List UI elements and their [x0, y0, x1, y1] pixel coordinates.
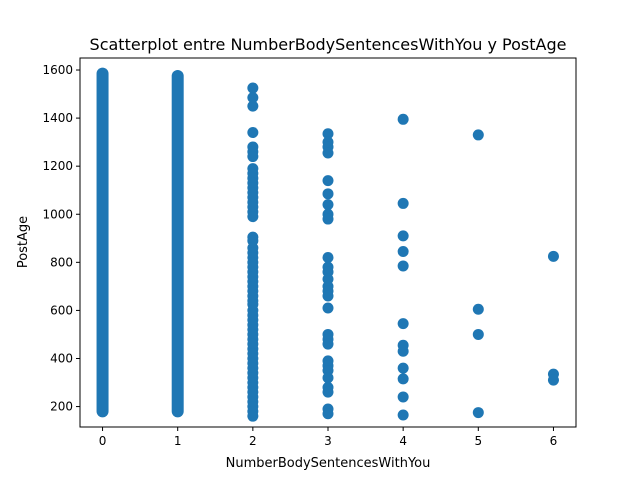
data-point [322, 290, 334, 302]
data-point [322, 213, 334, 225]
data-point [322, 338, 334, 350]
data-point [247, 92, 259, 104]
data-point [472, 328, 484, 340]
data-point [397, 391, 409, 403]
y-tick-label: 1600 [42, 63, 73, 77]
data-point [322, 199, 334, 211]
y-tick-label: 600 [50, 303, 73, 317]
y-axis-label: PostAge [16, 216, 31, 268]
data-point [247, 410, 259, 422]
plot-frame [79, 57, 577, 428]
data-point [247, 100, 259, 112]
data-point [397, 230, 409, 242]
x-axis-label: NumberBodySentencesWithYou [226, 456, 431, 471]
chart-title: Scatterplot entre NumberBodySentencesWit… [90, 35, 567, 54]
data-point [397, 345, 409, 357]
x-tick-label: 6 [550, 434, 558, 448]
data-point [322, 408, 334, 420]
data-point [322, 386, 334, 398]
x-tick-label: 4 [399, 434, 407, 448]
data-point [397, 362, 409, 374]
x-tick-label: 5 [474, 434, 482, 448]
data-point [247, 82, 259, 94]
y-axis: 200 400 600 800 1000 1200 1400 1600 [42, 63, 80, 414]
dense-point-column-1 [171, 70, 184, 418]
plot-area [96, 67, 559, 422]
data-point [247, 151, 259, 163]
x-tick-label: 2 [249, 434, 257, 448]
data-point [397, 113, 409, 125]
y-tick-label: 800 [50, 255, 73, 269]
x-tick-label: 1 [174, 434, 182, 448]
data-point [397, 373, 409, 385]
data-point [397, 409, 409, 421]
data-point [322, 372, 334, 384]
data-point [322, 128, 334, 140]
data-point [322, 147, 334, 159]
data-point [472, 129, 484, 141]
data-point [472, 407, 484, 419]
data-point [472, 303, 484, 315]
data-point [547, 374, 559, 386]
data-point [322, 175, 334, 187]
y-tick-label: 1000 [42, 207, 73, 221]
data-point [247, 127, 259, 139]
data-point [397, 260, 409, 272]
y-tick-label: 1400 [42, 111, 73, 125]
x-axis: 0 1 2 3 4 5 6 [99, 427, 558, 448]
data-point [397, 246, 409, 258]
y-tick-label: 400 [50, 351, 73, 365]
x-tick-label: 3 [324, 434, 332, 448]
y-tick-label: 1200 [42, 159, 73, 173]
data-point [397, 318, 409, 330]
x-tick-label: 0 [99, 434, 107, 448]
data-point [397, 197, 409, 209]
data-point [322, 188, 334, 200]
data-point [322, 252, 334, 264]
y-tick-label: 200 [50, 400, 73, 414]
dense-point-column-0 [96, 67, 109, 418]
data-point [247, 211, 259, 223]
data-point [322, 302, 334, 314]
data-point [547, 250, 559, 262]
